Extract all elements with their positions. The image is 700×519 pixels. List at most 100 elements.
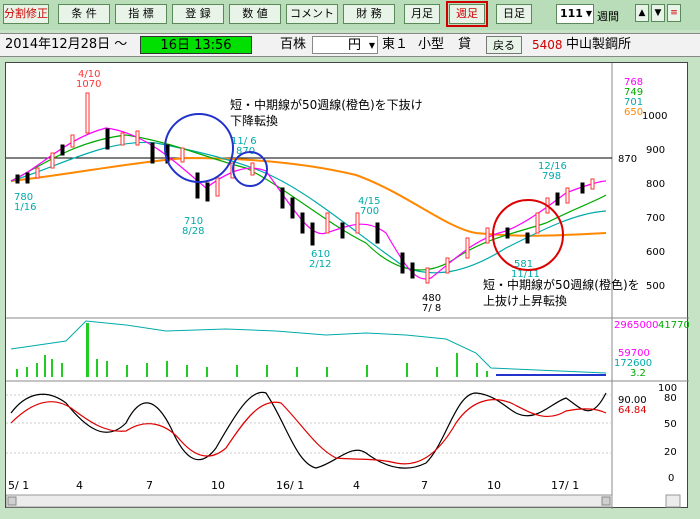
x-tick: 10 — [487, 479, 501, 492]
low-label-date: 11/11 — [511, 269, 540, 280]
bearish-cross-circle — [164, 113, 234, 183]
bearish-annotation-1: 短・中期線が50週線(橙色)を下抜け — [230, 97, 423, 112]
toolbar: 分割修正 条 件 指 標 登 録 数 値 コメント 財 務 月足 週足 日足 1… — [0, 0, 700, 30]
low-label-value: 710 — [184, 216, 203, 227]
chart-panel: 870 — [5, 62, 690, 509]
bearish-cross-circle-small — [232, 151, 268, 187]
osc-value-black: 90.00 — [618, 395, 647, 406]
arrow-up-button[interactable]: ▲ — [635, 4, 649, 22]
high-label-value: 870 — [236, 146, 255, 157]
high-label-value: 700 — [360, 206, 379, 217]
ma-legend-value: 650 — [624, 107, 643, 118]
x-tick: 7 — [421, 479, 428, 492]
high-label-date: 11/ 6 — [231, 136, 257, 147]
unit-label: 百株 — [280, 37, 307, 52]
scroll-corner — [665, 494, 681, 508]
price-tick: 1000 — [642, 111, 667, 122]
horizontal-scrollbar[interactable] — [5, 494, 613, 508]
low-label-date: 8/28 — [182, 226, 204, 237]
bearish-annotation-2: 下降転換 — [230, 114, 278, 128]
x-axis: 5/ 1 4 7 10 16/ 1 4 7 10 17/ 1 — [8, 479, 579, 492]
osc-tick: 50 — [664, 419, 677, 430]
indicator-button[interactable]: 指 標 — [115, 4, 167, 24]
low-label-value: 780 — [14, 192, 33, 203]
low-label-date: 1/16 — [14, 202, 36, 213]
menu-icon[interactable]: ≡ — [667, 4, 681, 22]
volume-value: 3.2 — [630, 368, 646, 379]
volume-ma-line — [10, 320, 607, 374]
bullish-annotation-2: 上抜け上昇転換 — [483, 294, 567, 308]
lending-label: 貸 — [458, 37, 472, 52]
market-label: 東１ — [382, 37, 409, 52]
condition-button[interactable]: 条 件 — [58, 4, 110, 24]
osc-tick: 80 — [664, 393, 677, 404]
price-tick: 900 — [646, 145, 665, 156]
low-label-value: 480 — [422, 293, 441, 304]
stock-name: 中山製鋼所 — [566, 37, 632, 52]
volume-value: 59700 — [618, 348, 650, 359]
candlesticks — [15, 92, 595, 284]
x-tick: 4 — [76, 479, 83, 492]
ma-legend-value: 749 — [624, 87, 643, 98]
volume-value: 172600 — [614, 358, 652, 369]
comment-button[interactable]: コメント — [286, 4, 338, 24]
size-label: 小型 — [418, 37, 445, 52]
osc-tick: 20 — [664, 447, 677, 458]
stock-code: 5408 — [532, 38, 563, 52]
x-tick: 16/ 1 — [276, 479, 304, 492]
financial-button[interactable]: 財 務 — [343, 4, 395, 24]
osc-tick: 0 — [668, 473, 674, 484]
monthly-button[interactable]: 月足 — [404, 4, 440, 24]
period-value: 111 — [560, 7, 583, 20]
bullish-cross-circle — [492, 199, 564, 271]
chart-svg: 870 — [5, 63, 690, 509]
x-tick: 17/ 1 — [551, 479, 579, 492]
bullish-annotation-1: 短・中期線が50週線(橙色)を — [483, 277, 640, 292]
arrow-down-button[interactable]: ▼ — [651, 4, 665, 22]
currency-select[interactable]: 円 ▼ — [312, 36, 378, 54]
oscillator-black-line — [10, 391, 607, 469]
price-annotations: 4/10 1070 780 1/16 710 8/28 11/ 6 870 61… — [14, 69, 567, 314]
osc-value-red: 64.84 — [618, 405, 647, 416]
scroll-left-button[interactable] — [7, 496, 17, 506]
long-ma-line — [10, 141, 607, 274]
currency-label: 円 — [347, 38, 361, 53]
daily-button[interactable]: 日足 — [496, 4, 532, 24]
price-tick: 800 — [646, 179, 665, 190]
split-adjust-button[interactable]: 分割修正 — [3, 4, 49, 24]
volume-bars — [16, 323, 488, 377]
back-button[interactable]: 戻る — [486, 36, 522, 54]
chevron-down-icon: ▼ — [368, 41, 375, 50]
ma-legend-value: 701 — [624, 97, 643, 108]
register-button[interactable]: 登 録 — [172, 4, 224, 24]
low-label-value: 581 — [514, 259, 533, 270]
ref-line-label: 870 — [618, 154, 637, 165]
low-label-date: 7/ 8 — [422, 303, 441, 314]
price-axis: 1000 900 800 700 600 500 — [642, 111, 667, 292]
x-tick: 5/ 1 — [8, 479, 29, 492]
high-label-date: 12/16 — [538, 161, 567, 172]
oscillator-red-line — [10, 399, 607, 465]
x-tick: 10 — [211, 479, 225, 492]
scroll-right-button[interactable] — [601, 496, 611, 506]
x-tick: 7 — [146, 479, 153, 492]
high-label-value: 798 — [542, 171, 561, 182]
chevron-down-icon: ▼ — [585, 9, 592, 18]
high-label-date: 4/15 — [358, 196, 380, 207]
numeric-button[interactable]: 数 値 — [229, 4, 281, 24]
info-bar: 2014年12月28日 ～ 16日 13:56 百株 円 ▼ 東１ 小型 貸 戻… — [0, 33, 700, 57]
price-tick: 700 — [646, 213, 665, 224]
period-unit-label: 週間 — [597, 10, 619, 23]
session-box: 16日 13:56 — [140, 36, 252, 54]
volume-max-value: 2965000 — [614, 320, 659, 331]
price-tick: 600 — [646, 247, 665, 258]
period-select[interactable]: 111 ▼ — [556, 4, 594, 24]
ma-legend: 768 749 701 650 — [624, 77, 643, 118]
weekly-button[interactable]: 週足 — [446, 1, 488, 27]
short-ma-line — [10, 127, 607, 280]
high-label-date: 4/10 — [78, 69, 100, 80]
ma50-line — [10, 156, 607, 237]
osc-tick: 100 — [658, 383, 677, 394]
oscillator-axis: 100 80 50 20 0 — [658, 383, 677, 484]
low-label-date: 2/12 — [309, 259, 331, 270]
